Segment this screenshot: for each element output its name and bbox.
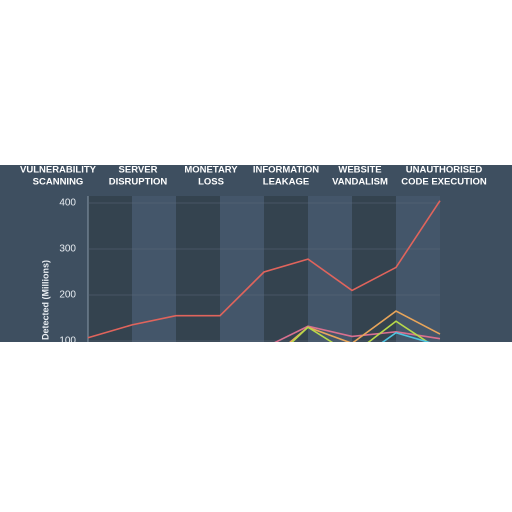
column-header: LOSS xyxy=(198,177,224,188)
data-line xyxy=(289,310,441,342)
y-tick-label: 400 xyxy=(59,198,76,209)
column-header: SERVER xyxy=(119,165,158,176)
column-header: UNAUTHORISED xyxy=(406,165,483,176)
data-line xyxy=(87,200,441,339)
column-header: MONETARY xyxy=(184,165,238,176)
column-header: LEAKAGE xyxy=(263,177,309,188)
y-tick-label: 200 xyxy=(59,290,76,301)
y-tick-label: 100 xyxy=(59,336,76,347)
column-header: INFORMATION xyxy=(253,165,319,176)
y-tick-label: 300 xyxy=(59,244,76,255)
column-header: SCANNING xyxy=(33,177,84,188)
column-stripe xyxy=(132,196,176,342)
column-stripe xyxy=(396,196,440,342)
column-stripe xyxy=(308,196,352,342)
y-axis-label: Detected (Millions) xyxy=(40,260,50,340)
column-header: WEBSITE xyxy=(338,165,381,176)
column-header: VULNERABILITY xyxy=(20,165,97,176)
data-line xyxy=(291,320,430,342)
column-stripe xyxy=(176,196,220,342)
column-stripe xyxy=(220,196,264,342)
column-header: DISRUPTION xyxy=(109,177,168,188)
column-stripe xyxy=(88,196,132,342)
column-header: CODE EXECUTION xyxy=(401,177,487,188)
column-header: VANDALISM xyxy=(332,177,388,188)
column-stripe xyxy=(264,196,308,342)
column-stripe xyxy=(352,196,396,342)
